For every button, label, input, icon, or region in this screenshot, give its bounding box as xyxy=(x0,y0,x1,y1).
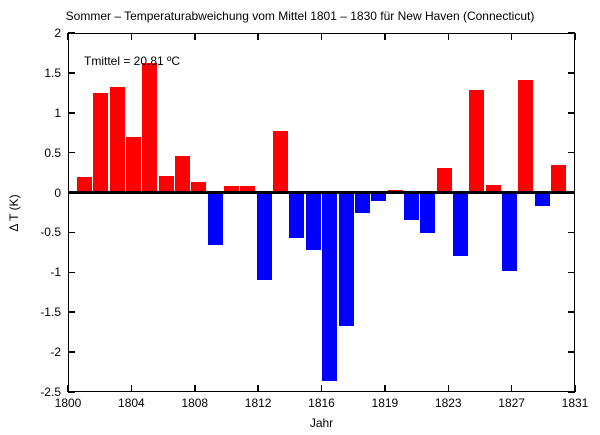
y-tick-left xyxy=(68,231,75,234)
x-tick-top xyxy=(447,33,449,40)
y-tick-label--2.5: -2.5 xyxy=(40,385,61,399)
y-tick-left xyxy=(68,32,75,34)
y-tick-label--2: -2 xyxy=(50,345,61,360)
plot-area-frame xyxy=(68,33,575,392)
y-tick-right xyxy=(568,311,575,313)
bar-1815 xyxy=(305,192,321,250)
bar-1822 xyxy=(420,192,436,234)
x-tick-bottom xyxy=(130,385,133,392)
bar-1808 xyxy=(191,182,207,193)
x-tick-top xyxy=(384,33,386,40)
x-tick-bottom xyxy=(510,385,513,392)
y-tick-label-1: 1 xyxy=(54,105,61,120)
x-tick-bottom xyxy=(257,385,259,392)
bar-1814 xyxy=(289,192,305,239)
y-tick-left xyxy=(68,271,75,274)
y-tick-left xyxy=(68,311,75,313)
x-tick-bottom xyxy=(194,385,196,392)
x-axis-label: Jahr xyxy=(309,416,334,430)
x-tick-label-1819: 1819 xyxy=(371,396,399,410)
x-tick-label-1823: 1823 xyxy=(434,396,462,410)
x-tick-bottom xyxy=(320,385,323,392)
x-tick-top xyxy=(257,33,259,40)
bar-1803 xyxy=(109,87,125,193)
y-tick-right xyxy=(568,191,575,194)
y-tick-left xyxy=(68,351,75,353)
y-tick-label--0.5: -0.5 xyxy=(40,225,61,240)
y-tick-right xyxy=(568,351,575,353)
bar-1819 xyxy=(371,192,387,202)
bar-1827 xyxy=(502,192,518,271)
x-tick-bottom xyxy=(447,385,449,392)
y-tick-left xyxy=(68,391,75,393)
bar-1828 xyxy=(518,80,534,193)
x-tick-top xyxy=(67,33,69,40)
bar-1805 xyxy=(142,63,158,193)
mean-temperature-annotation: Tmittel = 20.81 ºC xyxy=(84,54,181,68)
bar-1823 xyxy=(436,167,452,193)
y-tick-label-0.5: 0.5 xyxy=(44,145,61,160)
bar-1818 xyxy=(354,192,370,214)
y-tick-right xyxy=(568,32,575,34)
x-tick-label-1827: 1827 xyxy=(498,396,525,410)
x-tick-top xyxy=(194,33,196,40)
zero-baseline xyxy=(68,191,575,195)
bar-1804 xyxy=(125,136,141,193)
x-tick-bottom xyxy=(574,385,576,392)
bar-1801 xyxy=(76,177,92,193)
bar-1806 xyxy=(158,175,174,193)
bar-1829 xyxy=(534,192,550,207)
y-tick-left xyxy=(68,72,75,74)
bar-1802 xyxy=(93,92,109,193)
y-tick-right xyxy=(568,391,575,393)
x-tick-top xyxy=(510,33,513,40)
bar-1816 xyxy=(322,192,338,381)
y-tick-right xyxy=(568,112,575,114)
y-tick-left xyxy=(68,151,75,154)
bar-1821 xyxy=(403,192,419,220)
y-tick-label--1.5: -1.5 xyxy=(40,305,61,320)
bar-1817 xyxy=(338,192,354,326)
x-tick-bottom xyxy=(384,385,386,392)
x-tick-top xyxy=(130,33,133,40)
x-tick-label-1816: 1816 xyxy=(308,396,335,410)
y-tick-right xyxy=(568,72,575,74)
y-tick-label--1: -1 xyxy=(50,265,61,280)
bar-1811 xyxy=(240,186,256,193)
x-tick-label-1808: 1808 xyxy=(181,396,209,410)
x-tick-label-1800: 1800 xyxy=(54,396,82,410)
y-tick-label-0: 0 xyxy=(54,185,61,200)
y-tick-label-1.5: 1.5 xyxy=(44,65,61,80)
chart-title: Sommer – Temperaturabweichung vom Mittel… xyxy=(65,9,535,23)
x-tick-label-1831: 1831 xyxy=(561,396,589,410)
bar-1824 xyxy=(453,192,469,256)
bar-1807 xyxy=(174,155,190,193)
bar-1825 xyxy=(469,89,485,193)
y-tick-label-2: 2 xyxy=(54,26,61,40)
x-tick-bottom xyxy=(67,385,69,392)
x-tick-label-1804: 1804 xyxy=(118,396,145,410)
bar-1809 xyxy=(207,192,223,246)
bar-1812 xyxy=(256,192,272,281)
y-tick-left xyxy=(68,112,75,114)
bar-1826 xyxy=(485,185,501,193)
y-tick-right xyxy=(568,271,575,274)
y-tick-right xyxy=(568,231,575,234)
bar-1813 xyxy=(273,131,289,193)
bar-1830 xyxy=(551,164,567,193)
x-tick-top xyxy=(320,33,323,40)
y-tick-left xyxy=(68,191,75,194)
x-tick-top xyxy=(574,33,576,40)
x-tick-label-1812: 1812 xyxy=(244,396,272,410)
bar-1810 xyxy=(224,186,240,193)
y-tick-right xyxy=(568,151,575,154)
